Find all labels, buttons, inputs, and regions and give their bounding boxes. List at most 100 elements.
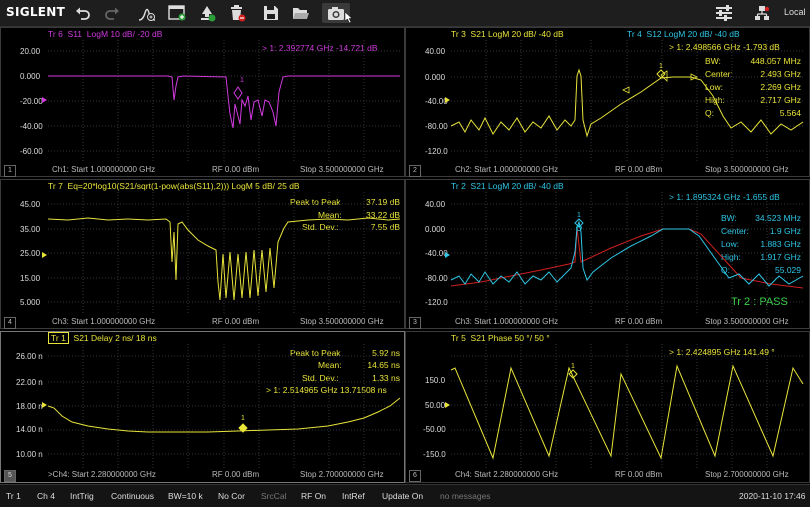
- panel-number: 4: [4, 317, 16, 329]
- eq-trace: [47, 217, 401, 301]
- bw-stat: BW: 448.057 MHz: [705, 56, 801, 66]
- toolbar: SIGLENT Local: [0, 0, 810, 27]
- local-label: Local: [784, 7, 806, 17]
- y-tick: -40.00: [425, 97, 448, 106]
- trace-header-2[interactable]: Tr 4 S12 LogM 20 dB/ -40 dB: [627, 29, 740, 39]
- marker-readout: > 1: 2.514965 GHz 13.71508 ns: [266, 385, 387, 395]
- param-label: S21 LogM 20 dB/ -40 dB: [470, 181, 564, 191]
- panel-3[interactable]: Tr 2 S21 LogM 20 dB/ -40 dB > 1: 1.89532…: [405, 179, 810, 329]
- plot-area[interactable]: [47, 192, 401, 315]
- marker-1-icon: [574, 218, 584, 228]
- y-tick: 18.00 n: [16, 402, 43, 411]
- trace-header[interactable]: Tr 6 S11 LogM 10 dB/ -20 dB: [48, 29, 162, 39]
- status-trace[interactable]: Tr 1: [6, 491, 21, 501]
- settings-icon[interactable]: [714, 3, 734, 23]
- format-label: LogM 10 dB/ -20 dB: [86, 29, 163, 39]
- trace-header[interactable]: Tr 1 S21 Delay 2 ns/ 18 ns: [48, 332, 157, 344]
- low-stat: Low: 1.883 GHz: [721, 239, 801, 249]
- bw-stat: BW: 34.523 MHz: [721, 213, 801, 223]
- marker-readout: > 1: 2.392774 GHz -14.721 dB: [262, 43, 378, 53]
- std-dev-stat: Std. Dev.: 7.55 dB: [302, 222, 400, 232]
- panel-2[interactable]: Tr 3 S21 LogM 20 dB/ -40 dB Tr 4 S12 Log…: [405, 27, 810, 177]
- y-tick: 26.00 n: [16, 352, 43, 361]
- panel-1[interactable]: Tr 6 S11 LogM 10 dB/ -20 dB > 1: 2.39277…: [0, 27, 405, 177]
- status-srccal[interactable]: SrcCal: [261, 491, 287, 501]
- y-tick: -40.00: [425, 249, 448, 258]
- y-tick: -80.00: [425, 122, 448, 131]
- limit-line: [450, 227, 804, 289]
- s11-trace: [48, 75, 400, 129]
- panel-4[interactable]: Tr 7 Eq=20*log10(S21/sqrt(1-pow(abs(S11)…: [0, 179, 405, 329]
- trace-header[interactable]: Tr 2 S21 LogM 20 dB/ -40 dB: [451, 181, 564, 191]
- trace-label: Tr 6: [48, 29, 63, 39]
- status-sweep-mode[interactable]: Continuous: [111, 491, 155, 501]
- new-window-icon[interactable]: [167, 3, 187, 23]
- status-update[interactable]: Update On: [382, 491, 424, 501]
- plot-area[interactable]: 1: [450, 192, 804, 315]
- marker-1-icon: [656, 69, 666, 79]
- marker-1-label: 1: [241, 415, 245, 422]
- trace-header[interactable]: Tr 3 S21 LogM 20 dB/ -40 dB: [451, 29, 564, 39]
- reference-level-icon: [42, 97, 47, 103]
- undo-icon[interactable]: [73, 3, 93, 23]
- footer-power: RF 0.00 dBm: [212, 165, 260, 174]
- footer-start: Ch4: Start 2.280000000 GHz: [455, 470, 559, 479]
- param-label: S21 Delay 2 ns/ 18 ns: [73, 333, 157, 343]
- footer-start: Ch3: Start 1.000000000 GHz: [455, 317, 559, 326]
- y-tick: 5.000: [20, 298, 41, 307]
- status-ifbw[interactable]: BW=10 k: [168, 491, 203, 501]
- footer-start: >Ch4: Start 2.280000000 GHz: [48, 470, 156, 479]
- phase-trace: [450, 364, 804, 460]
- bw-high-marker: [690, 73, 698, 81]
- y-tick: 0.000: [425, 73, 446, 82]
- y-tick: -20.00: [20, 97, 43, 106]
- panel-5[interactable]: Tr 1 S21 Delay 2 ns/ 18 ns Peak to Peak 5…: [0, 331, 405, 483]
- reference-level-icon: [42, 252, 47, 258]
- y-tick: 10.00 n: [16, 450, 43, 459]
- plot-area[interactable]: 1: [450, 344, 804, 469]
- marker-1-label: 1: [571, 363, 575, 370]
- y-tick: 50.00: [425, 401, 446, 410]
- download-icon[interactable]: [197, 3, 217, 23]
- footer-start: Ch3: Start 1.000000000 GHz: [52, 317, 156, 326]
- status-reference[interactable]: IntRef: [342, 491, 365, 501]
- marker-1-label: 1: [659, 63, 663, 70]
- delete-icon[interactable]: [227, 3, 247, 23]
- status-bar: Tr 1 Ch 4 IntTrig Continuous BW=10 k No …: [0, 484, 810, 507]
- param-label: S11: [67, 29, 83, 39]
- peak-to-peak-stat: Peak to Peak 5.92 ns: [290, 348, 400, 358]
- marker-1-icon: [233, 86, 243, 100]
- y-tick: 20.00: [20, 47, 41, 56]
- param-label: S21 Phase 50 °/ 50 °: [470, 333, 550, 343]
- plot-area[interactable]: 1: [48, 40, 400, 163]
- plot-area[interactable]: 1: [450, 40, 804, 163]
- status-trigger[interactable]: IntTrig: [70, 491, 94, 501]
- center-stat: Center: 1.9 GHz: [721, 226, 801, 236]
- status-channel[interactable]: Ch 4: [37, 491, 55, 501]
- footer-power: RF 0.00 dBm: [212, 470, 260, 479]
- trace-label: Tr 2: [451, 181, 466, 191]
- footer-start: Ch2: Start 1.000000000 GHz: [455, 165, 559, 174]
- panel-6[interactable]: Tr 5 S21 Phase 50 °/ 50 ° > 1: 2.424895 …: [405, 331, 810, 483]
- status-correction[interactable]: No Cor: [218, 491, 245, 501]
- save-icon[interactable]: [261, 3, 281, 23]
- q-stat: Q: 55.029: [721, 265, 801, 275]
- reference-level-icon: [445, 252, 450, 258]
- open-folder-icon[interactable]: [291, 3, 311, 23]
- camera-icon[interactable]: [322, 3, 350, 23]
- redo-icon[interactable]: [102, 3, 122, 23]
- plot-area[interactable]: 1: [47, 344, 401, 469]
- status-rf[interactable]: RF On: [301, 491, 327, 501]
- y-tick: 40.00: [425, 47, 446, 56]
- mean-stat: Mean: 33.22 dB: [318, 210, 400, 220]
- trace-header[interactable]: Tr 5 S21 Phase 50 °/ 50 °: [451, 333, 550, 343]
- y-tick: -120.0: [425, 298, 448, 307]
- trace-header[interactable]: Tr 7 Eq=20*log10(S21/sqrt(1-pow(abs(S11)…: [48, 181, 300, 191]
- y-tick: 35.00: [20, 225, 41, 234]
- footer-power: RF 0.00 dBm: [615, 165, 663, 174]
- footer-stop: Stop 3.500000000 GHz: [300, 165, 384, 174]
- network-icon[interactable]: [752, 3, 772, 23]
- marker-search-icon[interactable]: [137, 3, 157, 23]
- marker-1-label: 1: [240, 77, 244, 84]
- s21-trace: [450, 220, 804, 287]
